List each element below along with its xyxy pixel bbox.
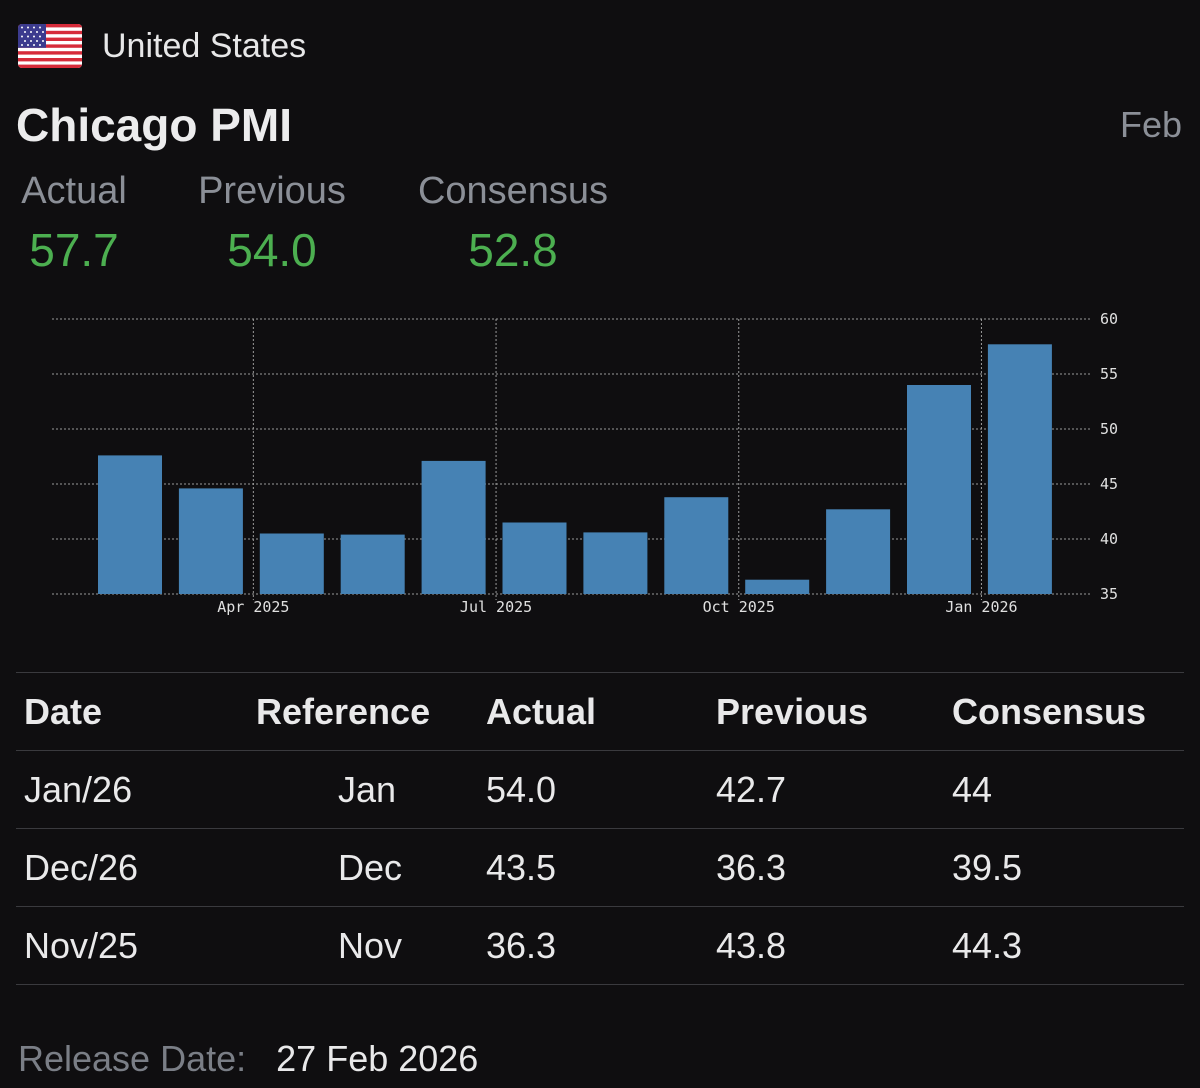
kpi-previous-value: 54.0 (227, 224, 317, 276)
table-row[interactable]: Dec/26 Dec 43.5 36.3 39.5 (16, 828, 1184, 906)
header-previous: Previous (716, 691, 869, 732)
table-row[interactable]: Jan/26 Jan 54.0 42.7 44 (16, 750, 1184, 828)
kpi-previous-label: Previous (198, 170, 346, 212)
y-tick-label: 45 (1100, 475, 1118, 493)
bar-nov-2025 (745, 579, 810, 594)
row-consensus: 44 (952, 769, 993, 810)
row-reference: Nov (338, 925, 403, 966)
kpi-actual-value: 57.7 (29, 224, 119, 276)
release-date: Release Date: 27 Feb 2026 (18, 1038, 478, 1080)
bar-aug-2025 (502, 522, 567, 594)
kpi-consensus-label: Consensus (417, 170, 609, 212)
bar-oct-2025 (664, 497, 729, 594)
header-consensus: Consensus (952, 691, 1147, 732)
bar-apr-2025 (178, 488, 243, 594)
header-reference: Reference (256, 691, 431, 732)
row-reference: Dec (338, 847, 403, 888)
row-previous: 36.3 (716, 847, 787, 888)
row-reference: Jan (338, 769, 397, 810)
bar-jul-2025 (421, 460, 486, 594)
period-label: Feb (1119, 104, 1182, 145)
header-actual: Actual (486, 691, 597, 732)
y-tick-label: 55 (1100, 365, 1118, 383)
country-name: United States (102, 26, 307, 65)
row-date: Nov/25 (24, 925, 139, 966)
kpi-actual: Actual 57.7 (16, 170, 132, 277)
us-flag-icon (18, 24, 82, 68)
bar-sep-2025 (583, 532, 648, 594)
kpi-consensus: Consensus 52.8 (414, 170, 612, 277)
row-actual: 54.0 (486, 769, 557, 810)
y-tick-label: 50 (1100, 420, 1118, 438)
indicator-title: Chicago PMI (16, 99, 293, 151)
kpi-actual-label: Actual (21, 170, 127, 212)
table-header-row: Date Reference Actual Previous Consensus (16, 672, 1184, 750)
release-date-label: Release Date: (18, 1038, 247, 1079)
row-consensus: 39.5 (952, 847, 1023, 888)
header-date: Date (24, 691, 103, 732)
bar-mar-2025 (98, 455, 162, 594)
pmi-bar-chart: 35 40 45 50 55 60 Apr 2025 Jul 2025 Oct 2025 Jan … (52, 310, 1118, 616)
x-tick-label: Apr 2025 (217, 598, 289, 616)
row-previous: 43.8 (716, 925, 787, 966)
kpi-previous: Previous 54.0 (194, 170, 350, 277)
kpi-consensus-value: 52.8 (468, 224, 558, 276)
row-actual: 43.5 (486, 847, 557, 888)
bar-may-2025 (259, 533, 324, 594)
x-tick-label: Jan 2026 (945, 598, 1017, 616)
bar-feb-2026 (987, 344, 1052, 594)
bar-jan-2026 (907, 385, 971, 594)
table-row[interactable]: Nov/25 Nov 36.3 43.8 44.3 (16, 906, 1184, 985)
y-tick-label: 40 (1100, 530, 1118, 548)
country-header: United States (18, 24, 306, 68)
x-tick-label: Oct 2025 (703, 598, 775, 616)
row-date: Jan/26 (24, 769, 133, 810)
history-table: Date Reference Actual Previous Consensus… (16, 672, 1184, 985)
row-consensus: 44.3 (952, 925, 1023, 966)
y-tick-label: 35 (1100, 585, 1118, 603)
release-date-value: 27 Feb 2026 (276, 1038, 479, 1079)
row-actual: 36.3 (486, 925, 557, 966)
row-date: Dec/26 (24, 847, 139, 888)
bar-dec-2025 (826, 509, 891, 594)
y-tick-label: 60 (1100, 310, 1118, 328)
row-previous: 42.7 (716, 769, 787, 810)
bar-jun-2025 (340, 534, 405, 594)
x-tick-label: Jul 2025 (460, 598, 532, 616)
